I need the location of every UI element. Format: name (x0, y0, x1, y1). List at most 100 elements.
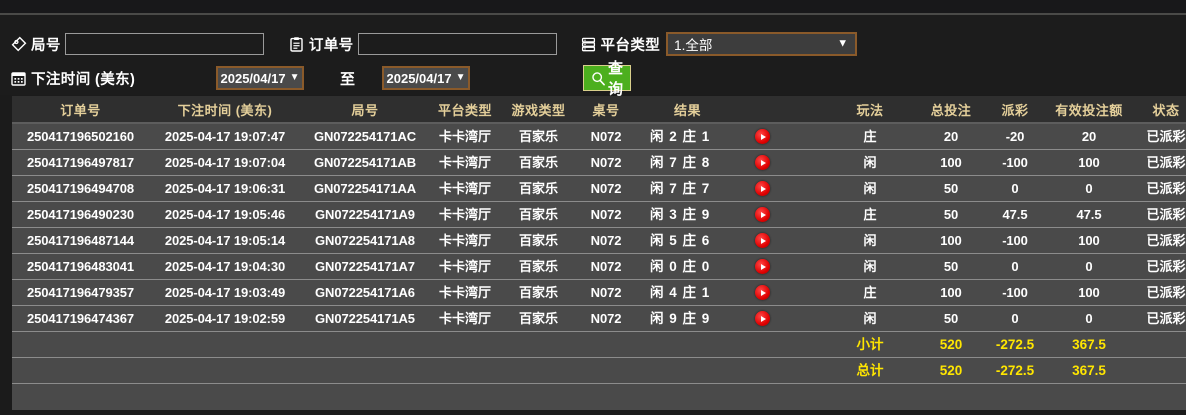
round-no-input[interactable] (64, 33, 264, 55)
summary-empty-cell (12, 331, 149, 358)
cell-result: 闲 5 庄 6 (636, 227, 822, 254)
cell-order-no: 250417196474367 (12, 305, 149, 332)
play-video-icon[interactable] (755, 129, 770, 144)
table-row[interactable]: 250417196487144 2025-04-17 19:05:14 GN0722… (12, 227, 1186, 254)
table-row[interactable]: 250417196494708 2025-04-17 19:06:31 GN0722… (12, 175, 1186, 202)
cell-order-no: 250417196479357 (12, 279, 149, 306)
summary-valid-bet: 367.5 (1046, 357, 1132, 384)
cell-total-bet: 50 (918, 253, 984, 280)
column-header-total-bet[interactable]: 总投注 (918, 96, 984, 124)
chevron-down-icon: ▼ (289, 72, 300, 83)
result-text: 闲 7 庄 7 (650, 181, 711, 196)
cell-table-no: N072 (576, 149, 636, 176)
column-header-order-no[interactable]: 订单号 (12, 96, 149, 124)
platform-type-filter: 平台类型 1.全部 ▼ (580, 32, 858, 56)
play-video-icon[interactable] (755, 285, 770, 300)
order-no-filter: 订单号 (288, 33, 557, 55)
summary-empty-cell (501, 331, 576, 358)
bet-history-table-container[interactable]: 订单号 下注时间 (美东) 局号 平台类型 游戏类型 桌号 结果 玩法 总投注 … (12, 96, 1186, 415)
date-from-picker[interactable]: 2025/04/17 ▼ (216, 66, 304, 90)
summary-total-bet: 520 (918, 357, 984, 384)
filter-row-2: 下注时间 (美东) 2025/04/17 ▼ 至 2025/04/17 ▼ 查询 (0, 60, 632, 98)
cell-order-no: 250417196490230 (12, 201, 149, 228)
table-row[interactable]: 250417196479357 2025-04-17 19:03:49 GN0722… (12, 279, 1186, 306)
column-header-bet-time[interactable]: 下注时间 (美东) (149, 96, 301, 124)
cell-play: 闲 (822, 253, 918, 280)
summary-empty-cell (636, 357, 822, 384)
cell-order-no: 250417196483041 (12, 253, 149, 280)
cell-status: 已派彩 (1132, 227, 1186, 254)
table-row[interactable]: 250417196483041 2025-04-17 19:04:30 GN0722… (12, 253, 1186, 280)
table-row[interactable]: 250417196497817 2025-04-17 19:07:04 GN0722… (12, 149, 1186, 176)
column-header-platform[interactable]: 平台类型 (429, 96, 501, 124)
order-no-label: 订单号 (308, 37, 354, 54)
result-text: 闲 0 庄 0 (650, 259, 711, 274)
summary-empty-cell (1132, 331, 1186, 358)
cell-total-bet: 100 (918, 149, 984, 176)
cell-game-type: 百家乐 (501, 305, 576, 332)
column-header-status[interactable]: 状态 (1132, 96, 1186, 124)
summary-empty-cell (149, 357, 301, 384)
column-header-payout[interactable]: 派彩 (984, 96, 1046, 124)
column-header-table-no[interactable]: 桌号 (576, 96, 636, 124)
cell-valid-bet: 0 (1046, 253, 1132, 280)
table-filler-row (12, 383, 1186, 410)
result-text: 闲 5 庄 6 (650, 233, 711, 248)
cell-game-type: 百家乐 (501, 279, 576, 306)
cell-payout: -100 (984, 227, 1046, 254)
filter-row-1: 局号 订单号 (0, 29, 858, 59)
cell-order-no: 250417196502160 (12, 123, 149, 150)
cell-table-no: N072 (576, 123, 636, 150)
cell-status: 已派彩 (1132, 123, 1186, 150)
column-header-valid-bet[interactable]: 有效投注额 (1046, 96, 1132, 124)
play-video-icon[interactable] (755, 207, 770, 222)
cell-result: 闲 4 庄 1 (636, 279, 822, 306)
cell-bet-time: 2025-04-17 19:02:59 (149, 305, 301, 332)
cell-result: 闲 7 庄 7 (636, 175, 822, 202)
platform-type-selected-value: 1.全部 (674, 38, 713, 53)
cell-order-no: 250417196497817 (12, 149, 149, 176)
clipboard-icon (288, 36, 305, 53)
cell-payout: 0 (984, 305, 1046, 332)
column-header-result[interactable]: 结果 (636, 96, 822, 124)
date-to-picker[interactable]: 2025/04/17 ▼ (382, 66, 470, 90)
table-row[interactable]: 250417196490230 2025-04-17 19:05:46 GN0722… (12, 201, 1186, 228)
cell-table-no: N072 (576, 253, 636, 280)
cell-total-bet: 50 (918, 201, 984, 228)
chevron-down-icon: ▼ (455, 72, 466, 83)
filler-cell (301, 383, 429, 410)
cell-round-no: GN072254171A9 (301, 201, 429, 228)
cell-round-no: GN072254171A7 (301, 253, 429, 280)
chevron-down-icon: ▼ (837, 37, 849, 50)
filler-cell (984, 383, 1046, 410)
platform-type-select[interactable]: 1.全部 ▼ (666, 32, 858, 56)
table-header: 订单号 下注时间 (美东) 局号 平台类型 游戏类型 桌号 结果 玩法 总投注 … (12, 96, 1186, 124)
table-row[interactable]: 250417196502160 2025-04-17 19:07:47 GN0722… (12, 123, 1186, 150)
cell-total-bet: 50 (918, 305, 984, 332)
table-row[interactable]: 250417196474367 2025-04-17 19:02:59 GN0722… (12, 305, 1186, 332)
cell-play: 闲 (822, 175, 918, 202)
result-text: 闲 2 庄 1 (650, 129, 711, 144)
cell-play: 闲 (822, 305, 918, 332)
query-button-label: 查询 (608, 60, 624, 98)
query-button[interactable]: 查询 (583, 60, 632, 98)
play-video-icon[interactable] (755, 311, 770, 326)
order-no-input[interactable] (357, 33, 557, 55)
play-video-icon[interactable] (755, 233, 770, 248)
play-video-icon[interactable] (755, 181, 770, 196)
filler-cell (12, 383, 149, 410)
summary-payout: -272.5 (984, 357, 1046, 384)
bet-time-label: 下注时间 (美东) (31, 71, 136, 88)
table-body: 250417196502160 2025-04-17 19:07:47 GN0722… (12, 123, 1186, 410)
column-header-round-no[interactable]: 局号 (301, 96, 429, 124)
column-header-game-type[interactable]: 游戏类型 (501, 96, 576, 124)
play-video-icon[interactable] (755, 155, 770, 170)
cell-table-no: N072 (576, 175, 636, 202)
column-header-play[interactable]: 玩法 (822, 96, 918, 124)
summary-empty-cell (501, 357, 576, 384)
play-video-icon[interactable] (755, 259, 770, 274)
platform-type-label: 平台类型 (600, 37, 661, 54)
cell-bet-time: 2025-04-17 19:05:46 (149, 201, 301, 228)
top-strip (0, 0, 1186, 13)
cell-platform: 卡卡湾厅 (429, 175, 501, 202)
